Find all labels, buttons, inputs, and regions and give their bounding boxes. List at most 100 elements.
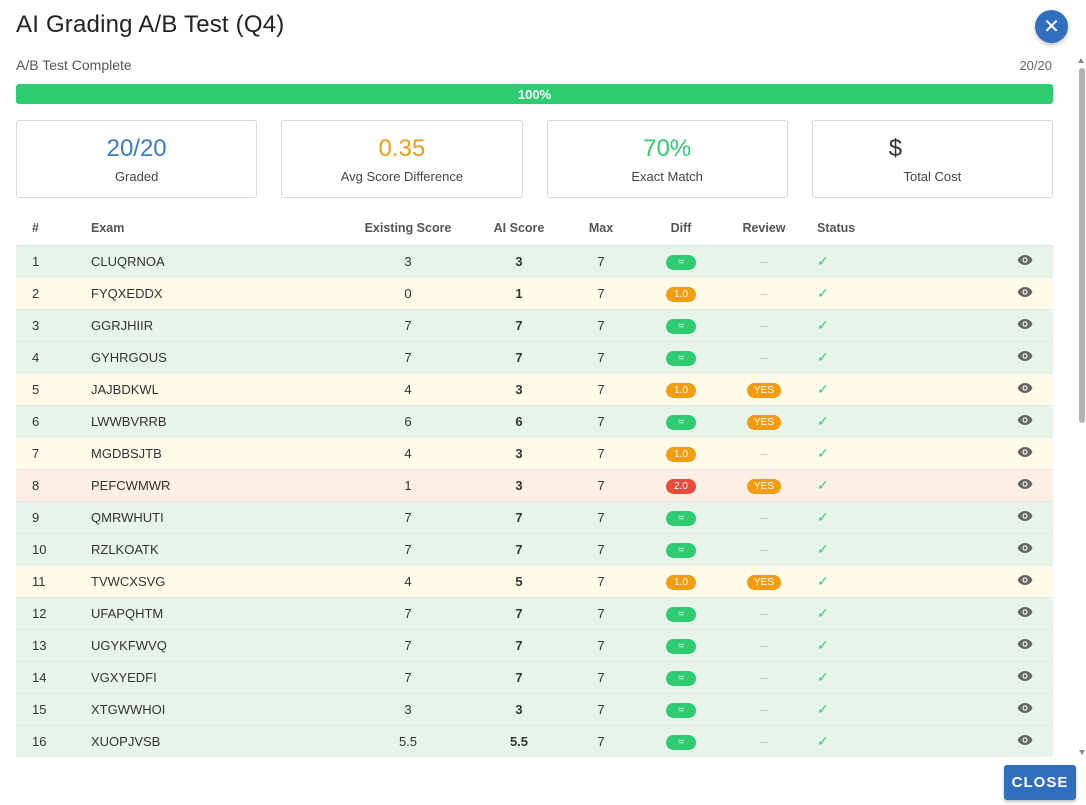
eye-icon[interactable] bbox=[1017, 638, 1033, 653]
table-row[interactable]: 12 UFAPQHTM 7 7 7 = – ✓ bbox=[16, 597, 1053, 630]
exam-name: QMRWHUTI bbox=[91, 501, 341, 534]
close-button[interactable]: CLOSE bbox=[1004, 765, 1076, 800]
eye-icon[interactable] bbox=[1017, 606, 1033, 621]
max-score: 7 bbox=[563, 725, 639, 757]
review-empty: – bbox=[760, 541, 768, 557]
eye-icon[interactable] bbox=[1017, 414, 1033, 429]
stat-label: Exact Match bbox=[631, 168, 703, 184]
header-ai-score: AI Score bbox=[475, 212, 563, 246]
eye-icon[interactable] bbox=[1017, 446, 1033, 461]
review-empty: – bbox=[760, 445, 768, 461]
review-cell: – bbox=[723, 597, 805, 630]
eye-icon[interactable] bbox=[1017, 510, 1033, 525]
row-number: 9 bbox=[16, 501, 91, 534]
exam-name: JAJBDKWL bbox=[91, 373, 341, 406]
row-number: 7 bbox=[16, 437, 91, 470]
ai-score: 3 bbox=[475, 373, 563, 406]
existing-score: 7 bbox=[341, 501, 475, 534]
diff-cell: 1.0 bbox=[639, 437, 723, 470]
ai-score: 7 bbox=[475, 533, 563, 566]
eye-icon[interactable] bbox=[1017, 254, 1033, 269]
review-badge: YES bbox=[746, 382, 781, 398]
table-row[interactable]: 16 XUOPJVSB 5.5 5.5 7 = – ✓ bbox=[16, 725, 1053, 757]
diff-cell: = bbox=[639, 501, 723, 534]
eye-icon[interactable] bbox=[1017, 478, 1033, 493]
diff-badge: 1.0 bbox=[666, 286, 696, 302]
scroll-down-icon[interactable] bbox=[1079, 750, 1085, 755]
diff-badge: = bbox=[666, 254, 696, 270]
results-table-container[interactable]: # Exam Existing Score AI Score Max Diff … bbox=[16, 212, 1053, 757]
row-number: 6 bbox=[16, 405, 91, 438]
review-cell: – bbox=[723, 725, 805, 757]
stat-value: 70% bbox=[643, 134, 692, 162]
scroll-up-icon[interactable] bbox=[1078, 58, 1084, 63]
review-cell: – bbox=[723, 437, 805, 470]
existing-score: 7 bbox=[341, 309, 475, 342]
review-empty: – bbox=[760, 509, 768, 525]
diff-cell: 1.0 bbox=[639, 373, 723, 406]
table-row[interactable]: 3 GGRJHIIR 7 7 7 = – ✓ bbox=[16, 309, 1053, 342]
table-row[interactable]: 13 UGYKFWVQ 7 7 7 = – ✓ bbox=[16, 629, 1053, 662]
actions-cell bbox=[945, 405, 1053, 438]
close-dialog-button[interactable]: ✕ bbox=[1035, 10, 1068, 43]
scrollbar[interactable] bbox=[1078, 58, 1086, 755]
table-row[interactable]: 6 LWWBVRRB 6 6 7 = YES ✓ bbox=[16, 405, 1053, 438]
actions-cell bbox=[945, 533, 1053, 566]
eye-icon[interactable] bbox=[1017, 670, 1033, 685]
max-score: 7 bbox=[563, 309, 639, 342]
check-icon: ✓ bbox=[817, 636, 829, 653]
table-row[interactable]: 8 PEFCWMWR 1 3 7 2.0 YES ✓ bbox=[16, 469, 1053, 502]
review-empty: – bbox=[760, 733, 768, 749]
check-icon: ✓ bbox=[817, 380, 829, 397]
review-cell: – bbox=[723, 661, 805, 694]
ai-score: 7 bbox=[475, 341, 563, 374]
check-icon: ✓ bbox=[817, 348, 829, 365]
exam-name: FYQXEDDX bbox=[91, 277, 341, 310]
diff-badge: = bbox=[666, 734, 696, 750]
eye-icon[interactable] bbox=[1017, 350, 1033, 365]
row-number: 4 bbox=[16, 341, 91, 374]
scrollbar-thumb[interactable] bbox=[1079, 68, 1085, 423]
check-icon: ✓ bbox=[817, 444, 829, 461]
actions-cell bbox=[945, 437, 1053, 470]
row-number: 15 bbox=[16, 693, 91, 726]
status-cell: ✓ bbox=[805, 405, 945, 438]
status-cell: ✓ bbox=[805, 341, 945, 374]
diff-badge: = bbox=[666, 414, 696, 430]
table-row[interactable]: 5 JAJBDKWL 4 3 7 1.0 YES ✓ bbox=[16, 373, 1053, 406]
review-badge: YES bbox=[746, 574, 781, 590]
table-row[interactable]: 7 MGDBSJTB 4 3 7 1.0– ✓ bbox=[16, 437, 1053, 470]
stat-label: Avg Score Difference bbox=[340, 168, 464, 184]
check-icon: ✓ bbox=[817, 668, 829, 685]
results-table: # Exam Existing Score AI Score Max Diff … bbox=[16, 212, 1053, 757]
actions-cell bbox=[945, 661, 1053, 694]
diff-badge: = bbox=[666, 702, 696, 718]
table-row[interactable]: 10 RZLKOATK 7 7 7 = – ✓ bbox=[16, 533, 1053, 566]
eye-icon[interactable] bbox=[1017, 286, 1033, 301]
table-row[interactable]: 15 XTGWWHOI 3 3 7 = – ✓ bbox=[16, 693, 1053, 726]
status-cell: ✓ bbox=[805, 597, 945, 630]
table-row[interactable]: 11 TVWCXSVG 4 5 7 1.0 YES ✓ bbox=[16, 565, 1053, 598]
max-score: 7 bbox=[563, 277, 639, 310]
diff-cell: = bbox=[639, 405, 723, 438]
table-row[interactable]: 14 VGXYEDFI 7 7 7 = – ✓ bbox=[16, 661, 1053, 694]
eye-icon[interactable] bbox=[1017, 318, 1033, 333]
max-score: 7 bbox=[563, 565, 639, 598]
eye-icon[interactable] bbox=[1017, 542, 1033, 557]
eye-icon[interactable] bbox=[1017, 574, 1033, 589]
table-row[interactable]: 1 CLUQRNOA 3 3 7 = – ✓ bbox=[16, 245, 1053, 278]
row-number: 8 bbox=[16, 469, 91, 502]
table-row[interactable]: 4 GYHRGOUS 7 7 7 = – ✓ bbox=[16, 341, 1053, 374]
eye-icon[interactable] bbox=[1017, 382, 1033, 397]
stat-card-total-cost: $ Total Cost bbox=[811, 120, 1053, 198]
existing-score: 3 bbox=[341, 693, 475, 726]
max-score: 7 bbox=[563, 245, 639, 278]
eye-icon[interactable] bbox=[1017, 702, 1033, 717]
eye-icon[interactable] bbox=[1017, 734, 1033, 749]
table-row[interactable]: 9 QMRWHUTI 7 7 7 = – ✓ bbox=[16, 501, 1053, 534]
table-row[interactable]: 2 FYQXEDDX 0 1 7 1.0 – ✓ bbox=[16, 277, 1053, 310]
existing-score: 1 bbox=[341, 469, 475, 502]
check-icon: ✓ bbox=[817, 732, 829, 749]
diff-cell: = bbox=[639, 597, 723, 630]
stat-value: 0.35 bbox=[378, 134, 426, 162]
